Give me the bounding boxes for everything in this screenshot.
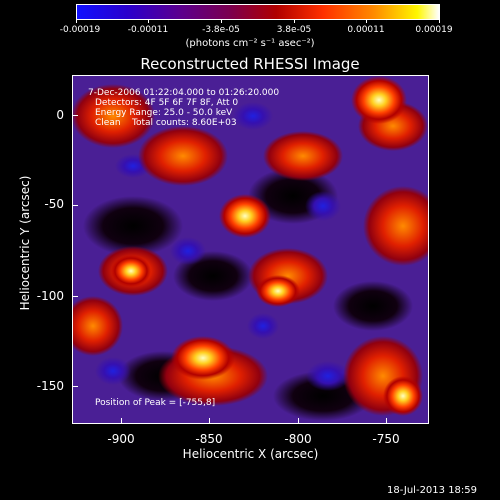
x-axis-label: Heliocentric X (arcsec) bbox=[182, 447, 319, 461]
colorbar-tick-mark bbox=[148, 20, 149, 23]
info-time-range: 7-Dec-2006 01:22:04.000 to 01:26:20.000 bbox=[88, 88, 280, 98]
colorbar-tick-label: -3.8e-05 bbox=[202, 25, 240, 35]
y-tick-label: 0 bbox=[56, 108, 64, 122]
y-tick-label: -150 bbox=[36, 379, 64, 393]
colorbar-tick-mark bbox=[439, 20, 440, 23]
x-tick-label: -750 bbox=[372, 432, 400, 446]
colorbar-tick-label: 3.8e-05 bbox=[276, 25, 312, 35]
y-tick-mark bbox=[72, 115, 78, 116]
colorbar-tick-mark bbox=[76, 20, 77, 23]
image-title: Reconstructed RHESSI Image bbox=[140, 55, 360, 73]
y-tick-mark bbox=[72, 386, 78, 387]
x-tick-mark bbox=[298, 418, 299, 424]
x-tick-mark bbox=[209, 418, 210, 424]
x-tick-mark bbox=[121, 418, 122, 424]
info-total-counts: Clean Total counts: 8.60E+03 bbox=[95, 118, 237, 128]
colorbar-tick-label: 0.00019 bbox=[415, 25, 453, 35]
colorbar-tick-label: -0.00011 bbox=[127, 25, 169, 35]
info-detectors: Detectors: 4F 5F 6F 7F 8F, Att 0 bbox=[95, 98, 239, 108]
y-axis-label: Heliocentric Y (arcsec) bbox=[18, 175, 32, 311]
y-tick-label: -100 bbox=[36, 289, 64, 303]
y-tick-label: -50 bbox=[44, 197, 64, 211]
info-energy-range: Energy Range: 25.0 - 50.0 keV bbox=[95, 108, 233, 118]
colorbar-tick-mark bbox=[221, 20, 222, 23]
y-tick-mark bbox=[72, 205, 78, 206]
colorbar-tick-mark bbox=[294, 20, 295, 23]
x-tick-mark bbox=[386, 418, 387, 424]
peak-position: Position of Peak = [-755,8] bbox=[95, 398, 216, 408]
x-tick-label: -800 bbox=[284, 432, 312, 446]
colorbar bbox=[76, 4, 440, 20]
y-tick-mark bbox=[72, 296, 78, 297]
rhessi-image: 7-Dec-2006 01:22:04.000 to 01:26:20.000 … bbox=[72, 75, 429, 424]
colorbar-tick-mark bbox=[366, 20, 367, 23]
colorbar-units: (photons cm⁻² s⁻¹ asec⁻²) bbox=[185, 38, 315, 49]
hot-regions bbox=[111, 76, 423, 416]
cold-regions bbox=[95, 102, 350, 391]
timestamp: 18-Jul-2013 18:59 bbox=[387, 485, 478, 496]
colorbar-tick-label: 0.00011 bbox=[347, 25, 385, 35]
rhessi-heatmap bbox=[73, 76, 428, 423]
x-tick-label: -850 bbox=[195, 432, 223, 446]
x-tick-label: -900 bbox=[107, 432, 135, 446]
colorbar-tick-label: -0.00019 bbox=[59, 25, 101, 35]
